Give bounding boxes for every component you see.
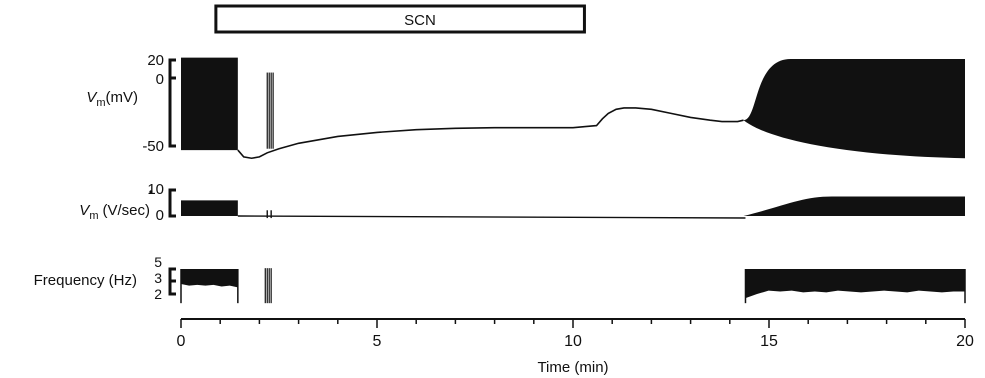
freq-axis-label: Frequency (Hz): [34, 272, 137, 289]
panel-dvdt: Vm (V/sec) • 10 0: [79, 181, 965, 224]
dvdt-baseline: [237, 215, 746, 219]
dvdt-label-unit: (V/sec): [102, 202, 150, 219]
freq-tick-2: 2: [154, 286, 162, 302]
time-tick-label: 5: [373, 333, 382, 350]
time-tick-label: 15: [760, 333, 778, 350]
vm-burst-0: [181, 57, 238, 151]
dvdt-tick-10: 10: [147, 181, 164, 198]
dvdt-label-sub: m: [89, 210, 98, 222]
freq-scale-bracket: [168, 267, 176, 296]
dvdt-axis-label: Vm (V/sec): [79, 202, 150, 222]
time-tick-label: 10: [564, 333, 582, 350]
freq-segment-1: [745, 269, 965, 299]
scn-bar-rect: [214, 4, 586, 34]
freq-trace-group: [180, 268, 966, 304]
scn-application-bar: SCN: [214, 4, 586, 34]
panel-membrane-potential: Vm(mV) 20 0 -50: [86, 52, 965, 160]
dvdt-scale-bracket: [168, 188, 176, 218]
time-axis: 0 5 10 15 20 Time (min): [177, 318, 974, 376]
vm-burst-1: [743, 58, 965, 159]
dvdt-trace-group: [181, 196, 965, 219]
time-axis-title: Time (min): [537, 359, 608, 376]
vm-trace-group: [181, 57, 965, 160]
freq-segment-0: [181, 269, 238, 288]
freq-tick-5: 5: [154, 254, 162, 270]
dvdt-label-main: V: [79, 202, 91, 219]
dvdt-dot: •: [149, 185, 153, 199]
vm-label-unit: (mV): [106, 89, 139, 106]
vm-axis-label: Vm(mV): [86, 89, 138, 109]
time-axis-ticks: 0 5 10 15 20: [177, 319, 974, 350]
freq-tick-3: 3: [154, 270, 162, 286]
vm-label-sub: m: [96, 97, 105, 109]
dvdt-burst-0: [181, 200, 238, 216]
vm-label-main: V: [86, 89, 98, 106]
time-tick-label: 0: [177, 333, 186, 350]
scn-bar-label: SCN: [404, 12, 436, 29]
dvdt-tick-0: 0: [156, 207, 164, 224]
vm-trace-line: [237, 107, 744, 160]
dvdt-burst-1: [743, 196, 965, 216]
time-tick-label: 20: [956, 333, 974, 350]
vm-tick-minus50: -50: [142, 138, 164, 155]
vm-tick-20: 20: [147, 52, 164, 69]
vm-tick-0: 0: [156, 71, 164, 88]
panel-frequency: Frequency (Hz) 5 3 2: [34, 254, 966, 304]
vm-scale-bracket: [168, 58, 176, 148]
